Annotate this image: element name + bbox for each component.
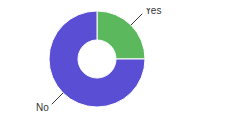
svg-text:Yes: Yes — [145, 8, 161, 16]
svg-text:No: No — [36, 102, 49, 113]
